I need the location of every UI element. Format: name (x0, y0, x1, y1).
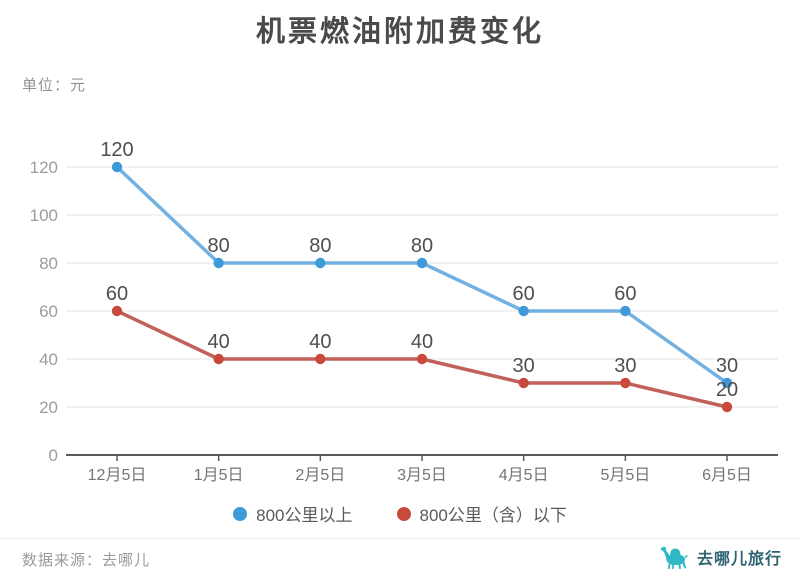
data-point-label: 60 (106, 283, 128, 305)
data-point-label: 30 (513, 355, 535, 377)
y-tick-label: 20 (39, 398, 58, 417)
brand-name: 去哪儿旅行 (696, 551, 782, 568)
y-tick-label: 120 (30, 158, 58, 177)
x-tick-label: 5月5日 (600, 467, 650, 484)
data-point-label: 40 (411, 331, 433, 353)
data-point (416, 257, 428, 269)
x-tick-label: 6月5日 (702, 467, 752, 484)
data-point (620, 377, 631, 389)
footer: 数据来源：去哪儿 去哪儿旅行 (0, 539, 800, 576)
unit-label: 单位：元 (22, 77, 87, 94)
y-tick-label: 80 (39, 254, 58, 273)
chart-legend: 800公里以上 800公里（含）以下 (0, 501, 800, 526)
data-point (416, 353, 428, 365)
legend-item-1: 800公里（含）以下 (396, 501, 567, 526)
data-point-label: 30 (716, 355, 738, 377)
data-point-label: 80 (208, 235, 230, 257)
data-point (620, 305, 631, 317)
y-tick-label: 100 (30, 206, 58, 225)
data-point (721, 401, 733, 413)
x-tick-label: 12月5日 (88, 467, 147, 484)
x-tick-label: 3月5日 (397, 467, 447, 484)
data-point-label: 40 (309, 331, 331, 353)
data-point (315, 353, 326, 365)
data-point-label: 20 (716, 379, 738, 401)
legend-dot-icon (396, 506, 411, 521)
x-tick-label: 4月5日 (499, 467, 549, 484)
data-point (315, 257, 326, 269)
data-point-label: 30 (614, 355, 636, 377)
legend-dot-icon (233, 506, 248, 521)
data-point-label: 40 (208, 331, 230, 353)
legend-label: 800公里（含）以下 (419, 506, 567, 525)
brand-logo: 去哪儿旅行 (657, 543, 782, 571)
x-tick-label: 2月5日 (295, 467, 345, 484)
page-title: 机票燃油附加费变化 (255, 16, 544, 48)
data-point-label: 60 (614, 283, 636, 305)
data-point (518, 305, 529, 317)
y-tick-label: 60 (39, 302, 58, 321)
footer-divider (0, 538, 800, 539)
data-point (721, 377, 733, 389)
data-point-label: 80 (411, 235, 433, 257)
x-tick-label: 1月5日 (194, 467, 244, 484)
fuel-surcharge-line-chart: 0 20 40 60 80 100 120 12月5日 1月5日 2月5日 3月5日 4月5日 5月5日… (30, 139, 778, 484)
data-point-label: 60 (513, 283, 535, 305)
data-point (111, 161, 123, 173)
y-tick-label: 0 (49, 446, 58, 465)
legend-item-0: 800公里以上 (233, 501, 353, 526)
data-point (213, 257, 224, 269)
data-point-label: 120 (100, 139, 133, 161)
data-point (111, 305, 123, 317)
camel-icon (660, 546, 688, 569)
y-tick-label: 40 (39, 350, 58, 369)
data-point (518, 377, 529, 389)
data-point (213, 353, 224, 365)
legend-label: 800公里以上 (256, 506, 353, 525)
data-source-label: 数据来源：去哪儿 (22, 552, 151, 569)
data-point-label: 80 (309, 235, 331, 257)
